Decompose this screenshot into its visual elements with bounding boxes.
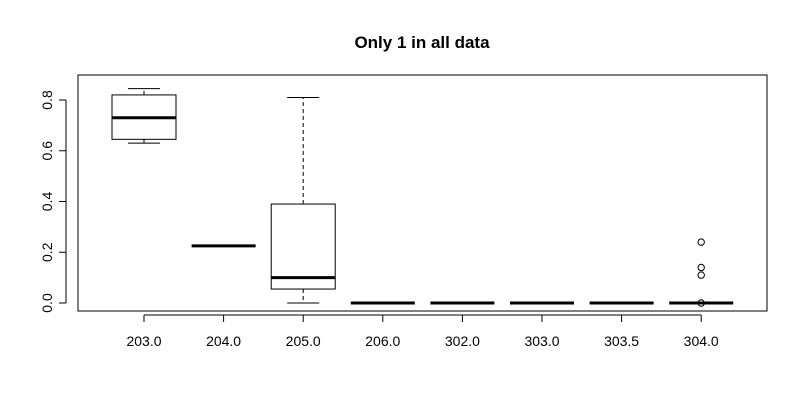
x-tick-label: 206.0	[365, 333, 400, 349]
x-tick-label: 304.0	[684, 333, 719, 349]
x-tick-label: 303.5	[604, 333, 639, 349]
y-tick-label: 0.8	[39, 90, 55, 110]
box-203.0	[111, 88, 177, 144]
x-tick-label: 303.0	[524, 333, 559, 349]
x-tick-label: 205.0	[286, 333, 321, 349]
y-tick-label: 0.2	[39, 242, 55, 262]
outlier-point	[697, 271, 705, 279]
plot-frame	[77, 74, 768, 312]
x-tick-label: 203.0	[126, 333, 161, 349]
y-tick-label: 0.4	[39, 192, 55, 212]
outlier-point	[697, 238, 705, 246]
boxes-layer	[111, 88, 734, 307]
x-tick-label: 204.0	[206, 333, 241, 349]
x-axis: 203.0 204.0 205.0 206.0 302.0 303.0 303.5 304.0	[126, 314, 719, 349]
outlier-point	[697, 263, 705, 272]
y-axis: 0.0 0.2 0.4 0.6 0.8	[39, 90, 67, 313]
box-205.0	[270, 96, 336, 304]
outlier-point	[697, 299, 705, 307]
x-tick-label: 302.0	[445, 333, 480, 349]
y-tick-label: 0.6	[39, 141, 55, 161]
chart-title: Only 1 in all data	[354, 33, 490, 52]
box-304.0	[669, 238, 734, 307]
box-rect	[270, 203, 336, 290]
y-tick-label: 0.0	[39, 293, 55, 313]
